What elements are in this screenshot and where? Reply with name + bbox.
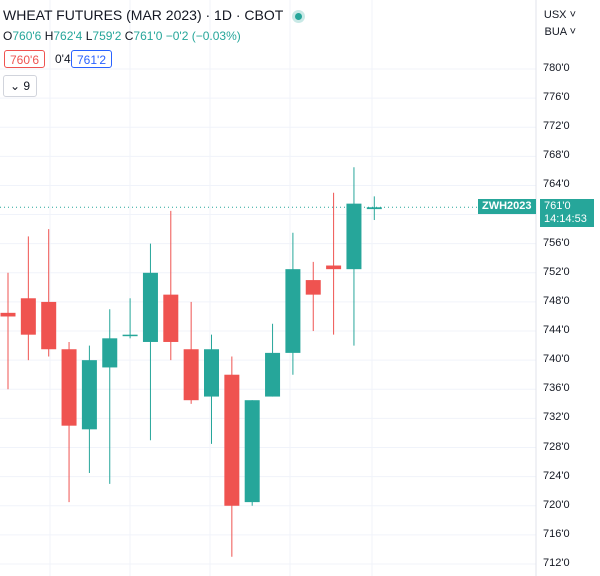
- low-value: 759'2: [92, 29, 122, 43]
- candle-body: [102, 338, 118, 368]
- candle-body: [183, 349, 199, 401]
- y-tick-label: 728'0: [543, 440, 570, 453]
- candle-body: [122, 334, 138, 337]
- symbol-title[interactable]: WHEAT FUTURES (MAR 2023) · 1D · CBOT: [3, 7, 284, 23]
- close-label: C: [124, 29, 134, 43]
- y-tick-label: 720'0: [543, 498, 570, 511]
- y-tick-label: 756'0: [543, 236, 570, 249]
- y-tick-label: 744'0: [543, 324, 570, 337]
- spread-value: 0'4: [55, 52, 71, 66]
- y-tick-label: 716'0: [543, 527, 570, 540]
- candle-body: [326, 265, 342, 270]
- candle-body: [61, 349, 77, 426]
- chart-header: WHEAT FUTURES (MAR 2023) · 1D · CBOT: [3, 7, 303, 23]
- candle-body: [346, 203, 362, 270]
- close-value: 761'0: [133, 29, 163, 43]
- candle-body: [20, 298, 36, 335]
- open-value: 760'6: [12, 29, 42, 43]
- candle-body: [41, 301, 57, 350]
- candle-body: [366, 207, 382, 210]
- high-label: H: [44, 29, 54, 43]
- last-price-value: 761'0: [544, 200, 571, 212]
- candle-body: [0, 312, 16, 317]
- y-tick-label: 712'0: [543, 557, 570, 569]
- buy-price-button[interactable]: 761'2: [71, 50, 112, 68]
- candle-body: [163, 294, 179, 342]
- y-tick-label: 748'0: [543, 294, 570, 307]
- sell-price-button[interactable]: 760'6: [4, 50, 45, 68]
- candle-body: [224, 374, 240, 506]
- chevron-down-icon: ˅: [566, 26, 576, 38]
- y-tick-label: 732'0: [543, 411, 570, 424]
- y-tick-label: 724'0: [543, 469, 570, 482]
- candle-body: [244, 400, 260, 503]
- candle-body: [265, 352, 281, 397]
- y-tick-label: 736'0: [543, 382, 570, 395]
- change-value: −0'2 (−0.03%): [165, 29, 241, 43]
- open-label: O: [3, 29, 13, 43]
- high-value: 762'4: [53, 29, 83, 43]
- symbol-badge: ZWH2023: [478, 199, 536, 214]
- y-tick-label: 764'0: [543, 178, 570, 191]
- y-tick-label: 776'0: [543, 91, 570, 104]
- candle-body: [305, 280, 321, 295]
- low-label: L: [85, 29, 93, 43]
- candle-body: [142, 272, 158, 342]
- y-tick-label: 752'0: [543, 265, 570, 278]
- currency-unit: USX: [543, 9, 567, 21]
- market-open-dot-icon: [295, 12, 303, 20]
- y-tick-label: 768'0: [543, 149, 570, 162]
- bar-countdown: 14:14:53: [544, 213, 587, 225]
- candle-body: [285, 269, 301, 353]
- currency-selector[interactable]: USX ˅: [544, 9, 576, 21]
- candle-body: [81, 360, 97, 430]
- last-price-label: 761'0 14:14:53: [540, 199, 594, 227]
- chevron-down-icon: ˅: [566, 9, 576, 21]
- y-tick-label: 740'0: [543, 353, 570, 366]
- y-tick-label: 772'0: [543, 120, 570, 133]
- candle-body: [204, 349, 219, 397]
- indicators-toggle-button[interactable]: ⌄ 9: [3, 75, 38, 97]
- unit-label: BUA: [544, 26, 567, 38]
- y-tick-label: 780'0: [543, 61, 570, 74]
- ohlc-legend: O760'6 H762'4 L759'2 C761'0 −0'2 (−0.03%…: [3, 29, 241, 43]
- unit-selector[interactable]: BUA ˅: [545, 26, 577, 38]
- indicator-count: 9: [23, 79, 31, 93]
- chevron-down-icon: ⌄: [10, 79, 21, 93]
